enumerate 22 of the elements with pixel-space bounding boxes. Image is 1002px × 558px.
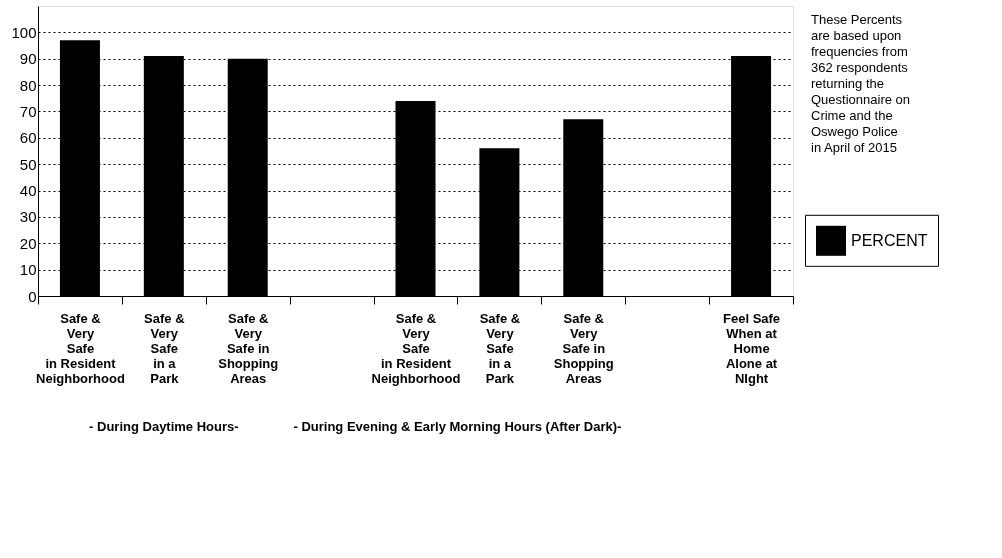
y-tick-label: 90 — [19, 50, 37, 68]
y-tick-label: 80 — [19, 76, 37, 94]
text: These Percents are based upon frequencies from 362 respondents returning the Questionnaire on Crime and the Oswego Police in April of 2015 — [811, 12, 911, 155]
y-tick-label: 60 — [19, 129, 37, 147]
y-tick-label: 100 — [11, 23, 37, 41]
y-tick-label: 40 — [19, 182, 37, 200]
x-tick-label: Safe & Very Safe in a Park — [144, 310, 185, 386]
x-tick-label: Safe & Very Safe in Shopping Areas — [553, 310, 614, 386]
x-tick-label: Safe & Very Safe in Resident Neighborhood — [36, 310, 125, 386]
legend-label: PERCENT — [851, 231, 928, 249]
x-tick-label: Safe & Very Safe in Resident Neighborhood — [371, 310, 461, 386]
y-tick-label: 30 — [19, 208, 37, 226]
y-tick-label: 10 — [19, 261, 37, 279]
y-tick-label: 20 — [19, 234, 37, 252]
x-tick-label: Safe & Very Safe in a Park — [479, 310, 521, 386]
x-tick-label: Feel Safe When at Home Alone at NIght — [723, 310, 781, 386]
y-tick-label: 0 — [28, 287, 37, 305]
text: - During Evening & Early Morning Hours (After Dark)- — [293, 419, 622, 434]
x-tick-label: Safe & Very Safe in Shopping Areas — [218, 310, 279, 386]
y-tick-label: 50 — [19, 155, 37, 173]
text: - During Daytime Hours- — [89, 419, 239, 434]
y-tick-label: 70 — [19, 102, 37, 120]
